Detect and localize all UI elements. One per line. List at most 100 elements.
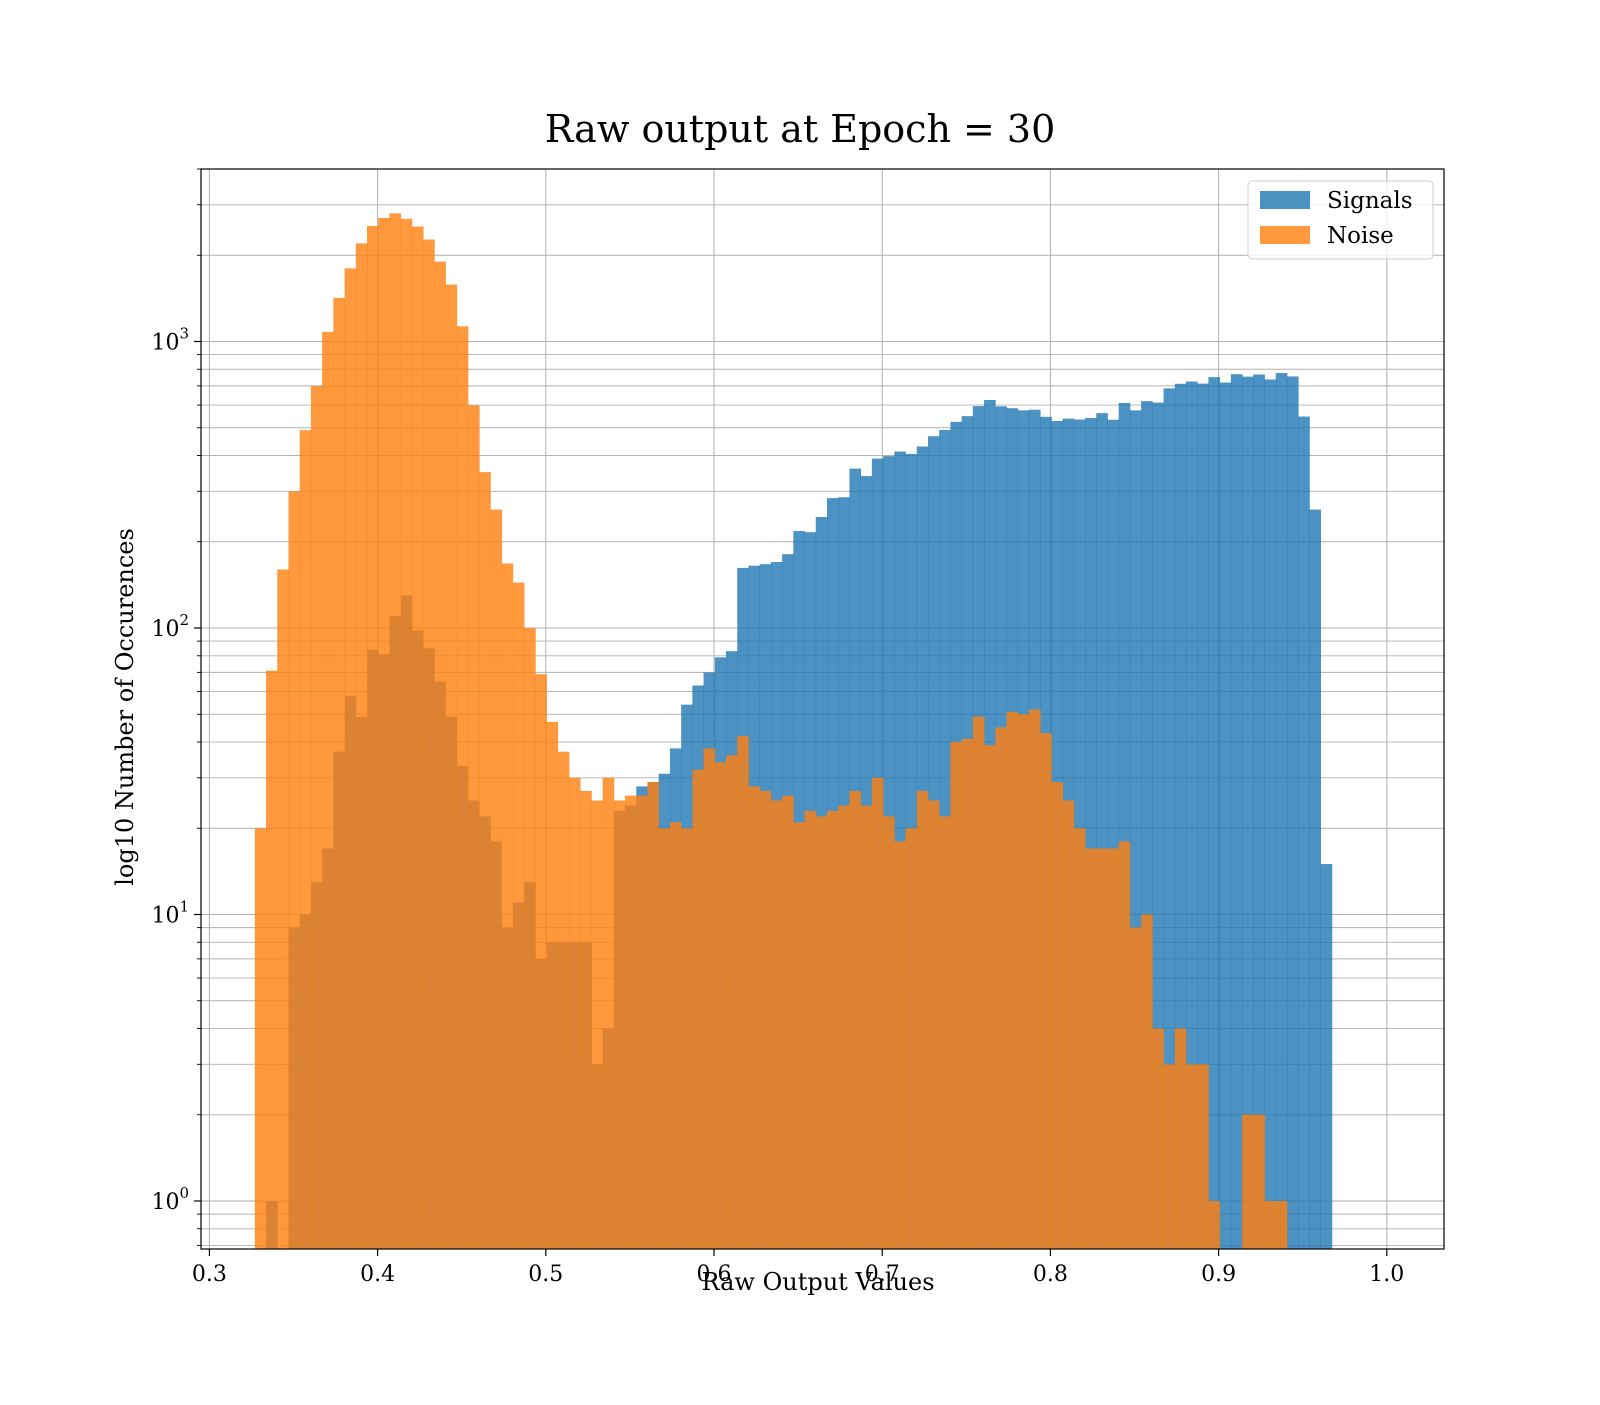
noise-bar bbox=[815, 816, 828, 1249]
noise-bar bbox=[602, 777, 615, 1249]
noise-bar bbox=[927, 800, 940, 1249]
noise-bar bbox=[333, 297, 345, 1249]
noise-bar bbox=[692, 769, 704, 1249]
signals-bar bbox=[1174, 383, 1187, 1249]
noise-bar bbox=[1129, 927, 1142, 1249]
noise-bar bbox=[299, 430, 312, 1249]
legend-label-noise: Noise bbox=[1327, 223, 1394, 249]
signals-bar bbox=[1242, 376, 1254, 1250]
noise-bar bbox=[535, 674, 547, 1249]
x-tick-label: 0.5 bbox=[528, 1262, 563, 1287]
y-axis-label: log10 Number of Occurences bbox=[111, 528, 139, 886]
legend-swatch-noise bbox=[1260, 226, 1310, 244]
x-axis-label: Raw Output Values bbox=[701, 1268, 934, 1296]
signals-bar bbox=[1185, 381, 1198, 1249]
legend-swatch-signals bbox=[1260, 191, 1310, 209]
legend-label-signals: Signals bbox=[1327, 188, 1413, 214]
noise-bar bbox=[950, 742, 963, 1249]
noise-bar bbox=[984, 745, 996, 1249]
noise-bar bbox=[1017, 714, 1030, 1249]
signals-bar bbox=[1253, 374, 1265, 1249]
noise-bar bbox=[905, 828, 918, 1249]
noise-bar bbox=[748, 786, 761, 1249]
noise-bar bbox=[759, 790, 772, 1249]
signals-bar bbox=[1286, 376, 1299, 1250]
noise-bar bbox=[681, 828, 693, 1249]
noise-bar bbox=[613, 800, 626, 1249]
noise-bar bbox=[636, 795, 648, 1249]
chart-title: Raw output at Epoch = 30 bbox=[545, 107, 1056, 151]
signals-bar bbox=[1275, 373, 1288, 1249]
signals-bar bbox=[1230, 374, 1243, 1250]
noise-bar bbox=[344, 268, 357, 1249]
noise-bar bbox=[1028, 709, 1041, 1249]
noise-bar bbox=[793, 822, 805, 1249]
signals-bar bbox=[1085, 417, 1097, 1250]
signals-bar bbox=[1264, 379, 1277, 1250]
noise-bar bbox=[591, 800, 604, 1249]
signals-bar bbox=[1309, 509, 1322, 1249]
noise-bar bbox=[400, 218, 413, 1249]
x-tick-label: 1.0 bbox=[1369, 1262, 1404, 1287]
noise-bar bbox=[1006, 711, 1019, 1249]
signals-bar bbox=[1118, 402, 1131, 1250]
noise-bar bbox=[714, 762, 727, 1249]
noise-bar bbox=[580, 790, 592, 1249]
x-tick-label: 0.6 bbox=[697, 1262, 732, 1287]
noise-bar bbox=[669, 822, 682, 1249]
noise-bar bbox=[1040, 733, 1052, 1249]
noise-bar bbox=[423, 239, 435, 1249]
noise-bar bbox=[479, 472, 491, 1249]
noise-bar bbox=[490, 509, 503, 1249]
noise-bar bbox=[1051, 782, 1063, 1249]
x-tick-label: 0.3 bbox=[192, 1262, 227, 1287]
noise-bar bbox=[1096, 848, 1108, 1249]
noise-bar bbox=[838, 805, 850, 1249]
noise-bar bbox=[1264, 1201, 1277, 1249]
noise-bar bbox=[378, 217, 390, 1250]
noise-bar bbox=[524, 628, 536, 1249]
signals-bar bbox=[1163, 388, 1176, 1249]
noise-bar bbox=[1118, 841, 1131, 1249]
noise-bar bbox=[737, 735, 749, 1249]
noise-bar bbox=[546, 721, 559, 1249]
y-tick-label: 102 bbox=[151, 611, 189, 642]
noise-bar bbox=[972, 716, 985, 1249]
noise-bar bbox=[916, 790, 929, 1249]
signals-bar bbox=[1298, 416, 1310, 1249]
noise-bar bbox=[726, 755, 738, 1249]
noise-bar bbox=[1073, 828, 1086, 1249]
noise-bar bbox=[860, 805, 873, 1249]
y-tick-label: 100 bbox=[151, 1184, 189, 1215]
noise-bar bbox=[871, 777, 884, 1249]
axis-ticks: 0.3 0.4 0.5 0.6 0.7 0.8 0.9 1.0 100 101 102 103 bbox=[151, 168, 1404, 1287]
signals-bar bbox=[1219, 382, 1232, 1250]
noise-bar bbox=[288, 491, 301, 1249]
noise-bar bbox=[355, 243, 368, 1250]
signals-bar bbox=[1152, 402, 1164, 1249]
noise-bar bbox=[883, 816, 895, 1249]
noise-bar bbox=[703, 748, 716, 1249]
noise-bar bbox=[445, 284, 458, 1249]
x-tick-label: 0.4 bbox=[360, 1262, 395, 1287]
noise-bar bbox=[1197, 1064, 1209, 1249]
x-tick-label: 0.9 bbox=[1201, 1262, 1236, 1287]
noise-bar bbox=[411, 226, 424, 1250]
noise-bar bbox=[939, 816, 951, 1249]
signals-bar bbox=[1129, 410, 1142, 1250]
noise-bar bbox=[434, 261, 446, 1250]
noise-bar bbox=[894, 841, 906, 1249]
x-tick-label: 0.8 bbox=[1033, 1262, 1068, 1287]
noise-bar bbox=[1062, 800, 1075, 1249]
noise-bar bbox=[625, 795, 637, 1249]
noise-bar bbox=[1174, 1028, 1187, 1249]
noise-bar bbox=[1085, 848, 1097, 1249]
noise-bar bbox=[995, 727, 1007, 1249]
signals-bar bbox=[1096, 413, 1108, 1250]
noise-bar bbox=[1253, 1114, 1265, 1249]
legend: Signals Noise bbox=[1247, 180, 1434, 260]
noise-bar bbox=[1152, 1028, 1164, 1249]
noise-bar bbox=[849, 790, 862, 1249]
